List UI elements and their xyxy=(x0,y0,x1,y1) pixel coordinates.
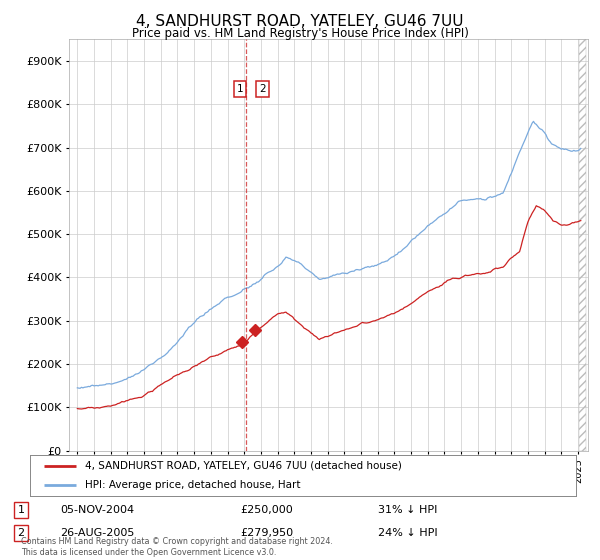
Text: Contains HM Land Registry data © Crown copyright and database right 2024.
This d: Contains HM Land Registry data © Crown c… xyxy=(21,538,333,557)
Text: £250,000: £250,000 xyxy=(240,505,293,515)
Text: 26-AUG-2005: 26-AUG-2005 xyxy=(60,528,134,538)
Text: 2: 2 xyxy=(17,528,25,538)
Text: 1: 1 xyxy=(237,84,244,94)
Text: £279,950: £279,950 xyxy=(240,528,293,538)
Text: HPI: Average price, detached house, Hart: HPI: Average price, detached house, Hart xyxy=(85,479,300,489)
Text: 4, SANDHURST ROAD, YATELEY, GU46 7UU (detached house): 4, SANDHURST ROAD, YATELEY, GU46 7UU (de… xyxy=(85,461,401,471)
Text: 24% ↓ HPI: 24% ↓ HPI xyxy=(378,528,437,538)
Text: 4, SANDHURST ROAD, YATELEY, GU46 7UU: 4, SANDHURST ROAD, YATELEY, GU46 7UU xyxy=(136,14,464,29)
Text: 1: 1 xyxy=(17,505,25,515)
Text: Price paid vs. HM Land Registry's House Price Index (HPI): Price paid vs. HM Land Registry's House … xyxy=(131,27,469,40)
Text: 31% ↓ HPI: 31% ↓ HPI xyxy=(378,505,437,515)
Text: 05-NOV-2004: 05-NOV-2004 xyxy=(60,505,134,515)
Text: 2: 2 xyxy=(259,84,266,94)
